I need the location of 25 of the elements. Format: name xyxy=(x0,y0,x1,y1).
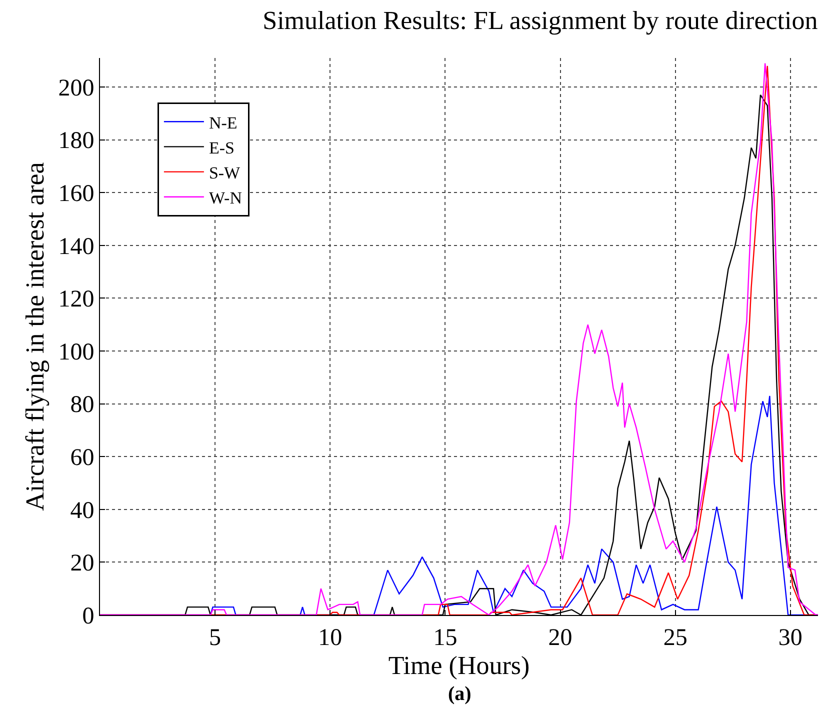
legend-label: S-W xyxy=(208,163,242,182)
y-tick-label: 160 xyxy=(58,181,94,208)
legend-label: E-S xyxy=(208,138,234,158)
legend-label: W-N xyxy=(208,188,242,208)
y-tick-label: 140 xyxy=(58,234,94,260)
x-tick-label: 5 xyxy=(209,624,222,651)
legend-label: N-E xyxy=(208,113,238,132)
y-tick-label: 20 xyxy=(70,550,94,577)
y-tick-label: 120 xyxy=(58,286,94,313)
x-tick-label: 30 xyxy=(778,624,802,651)
y-tick-label: 180 xyxy=(58,128,94,154)
text: (a) xyxy=(448,683,472,705)
x-tick-label: 20 xyxy=(548,624,572,651)
y-tick-label: 80 xyxy=(70,392,94,418)
y-tick-label: 60 xyxy=(70,445,94,472)
y-tick-label: 0 xyxy=(82,603,94,630)
y-tick-label: 40 xyxy=(70,498,94,524)
x-axis-title: Time (Hours) xyxy=(388,650,530,680)
chart-title: Simulation Results: FL assignment by route direction xyxy=(262,6,818,36)
y-tick-label: 200 xyxy=(58,75,94,102)
x-tick-label: 10 xyxy=(318,624,342,651)
y-tick-label: 100 xyxy=(58,339,94,366)
x-tick-label: 15 xyxy=(433,624,458,651)
x-tick-label: 25 xyxy=(663,624,688,651)
y-axis-title: Aircraft flying in the interest area xyxy=(20,162,50,511)
